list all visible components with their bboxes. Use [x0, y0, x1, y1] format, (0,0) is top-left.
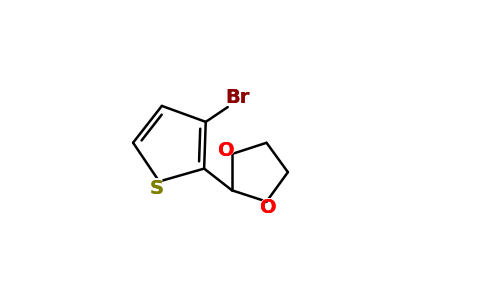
- Text: O: O: [260, 198, 277, 217]
- Text: S: S: [149, 178, 165, 198]
- Text: O: O: [260, 198, 277, 217]
- Text: Br: Br: [226, 88, 250, 107]
- Text: O: O: [259, 198, 278, 218]
- Text: Br: Br: [226, 88, 250, 107]
- Text: O: O: [217, 140, 236, 160]
- Text: O: O: [218, 141, 235, 160]
- Text: S: S: [150, 179, 164, 198]
- Text: O: O: [218, 141, 235, 160]
- Text: S: S: [150, 179, 164, 198]
- Text: Br: Br: [224, 91, 252, 110]
